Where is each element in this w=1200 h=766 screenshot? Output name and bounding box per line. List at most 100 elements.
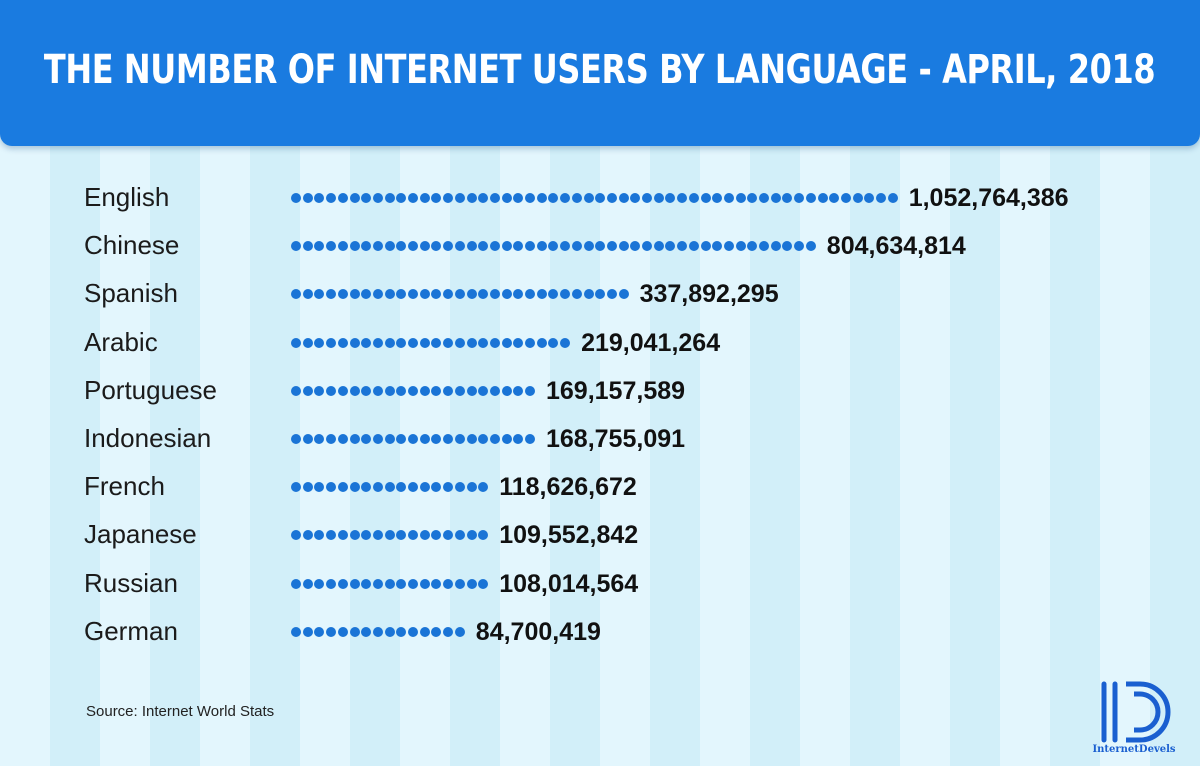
bar-dot xyxy=(431,289,442,300)
bar-dot xyxy=(431,578,442,589)
bar-dot xyxy=(478,241,489,252)
bar-dot xyxy=(419,193,430,203)
bar-dot xyxy=(431,530,442,541)
bar-dot xyxy=(478,482,489,493)
bar-dot xyxy=(759,193,769,203)
bar-dot xyxy=(314,337,325,348)
bar-dot xyxy=(349,385,360,396)
bar-dot xyxy=(712,193,723,203)
bar-dot xyxy=(489,385,500,396)
bar-dot xyxy=(443,578,454,589)
bar-dot xyxy=(384,482,395,493)
bar-dot xyxy=(478,578,489,589)
bar-dot xyxy=(443,530,454,541)
bar-dot xyxy=(560,241,571,252)
bar-dot xyxy=(314,385,325,396)
bar-dot xyxy=(536,289,547,300)
bar-dot xyxy=(291,193,301,203)
bar-dot xyxy=(466,385,477,396)
bar-dot xyxy=(396,434,407,444)
bar-dot xyxy=(337,289,348,300)
bar-dot xyxy=(735,241,746,252)
chart-title: THE NUMBER OF INTERNET USERS BY LANGUAGE… xyxy=(44,47,1156,93)
bar-dot xyxy=(454,626,465,637)
bar-dot xyxy=(595,241,606,252)
bar-dot xyxy=(314,578,325,589)
bar-dot xyxy=(677,193,688,203)
bar-dot xyxy=(443,385,454,396)
bar-dot xyxy=(408,482,418,493)
bar-dot xyxy=(466,289,477,300)
bar-dot xyxy=(747,241,758,252)
bar-dot xyxy=(326,626,337,637)
bar-dot xyxy=(723,193,734,203)
bar-dot xyxy=(712,241,723,252)
value-label: 1,052,764,386 xyxy=(908,184,1069,212)
bar-dot xyxy=(454,578,465,589)
bar-dot xyxy=(291,385,301,396)
bar-dot xyxy=(361,626,372,637)
bar-dot xyxy=(302,578,313,589)
header-banner: THE NUMBER OF INTERNET USERS BY LANGUAGE… xyxy=(0,0,1200,146)
bar-dot xyxy=(454,337,465,348)
bar-dot xyxy=(431,385,442,396)
bar-dot xyxy=(349,241,360,252)
bar-dot xyxy=(408,626,418,637)
bar-dot xyxy=(852,193,863,203)
bar-dot xyxy=(361,241,372,252)
bar-dot xyxy=(291,482,301,493)
bar-dot xyxy=(372,626,383,637)
bar-dot xyxy=(653,193,664,203)
bar-dot xyxy=(349,530,360,541)
bar-dot xyxy=(595,193,606,203)
bar-dot xyxy=(501,193,512,203)
bar-dot xyxy=(454,530,465,541)
bar-dot xyxy=(583,289,594,300)
bar-dot xyxy=(372,530,383,541)
bar-dot xyxy=(419,385,430,396)
bar-dot xyxy=(536,337,547,348)
value-label: 108,014,564 xyxy=(499,569,639,598)
bar-dot xyxy=(571,289,582,300)
bar-dot xyxy=(560,337,571,348)
bar-dot xyxy=(419,434,430,444)
bar-dot xyxy=(291,241,301,252)
bar-dot xyxy=(548,241,559,252)
bar-dot xyxy=(372,337,383,348)
bar-dot xyxy=(291,530,301,541)
bar-dot xyxy=(478,434,489,444)
bar-dot xyxy=(513,241,524,252)
bar-dot xyxy=(606,241,617,252)
bar-dot xyxy=(337,337,348,348)
bar-dot xyxy=(478,193,489,203)
bar-dot xyxy=(759,241,769,252)
bar-dot xyxy=(372,289,383,300)
bar-dot xyxy=(361,193,372,203)
value-label: 169,157,589 xyxy=(546,376,686,405)
chart-area: English 1,052,764,386 Chinese 804,634,814 Sp… xyxy=(0,146,1200,686)
id-monogram-icon xyxy=(1101,681,1171,743)
bar-dot xyxy=(887,193,898,203)
bar-dot xyxy=(431,626,442,637)
bar-dot xyxy=(372,578,383,589)
bar-dot xyxy=(302,337,313,348)
bar-dot xyxy=(408,385,418,396)
category-label: Spanish xyxy=(84,278,178,309)
bar-dot xyxy=(361,530,372,541)
bar-dot xyxy=(337,434,348,444)
bar-dot xyxy=(548,337,559,348)
bar-dot xyxy=(513,193,524,203)
bar-dot xyxy=(583,241,594,252)
bar-dot xyxy=(396,193,407,203)
bar-dot xyxy=(291,626,301,637)
value-label: 219,041,264 xyxy=(581,328,721,357)
bar-dot xyxy=(408,434,418,444)
bar-dot xyxy=(349,434,360,444)
bar-dot xyxy=(489,193,500,203)
bar-dot xyxy=(326,482,337,493)
bar-dot xyxy=(326,578,337,589)
bar-dot xyxy=(396,289,407,300)
bar-dot xyxy=(361,337,372,348)
bar-dot xyxy=(431,241,442,252)
bar-dot xyxy=(349,578,360,589)
